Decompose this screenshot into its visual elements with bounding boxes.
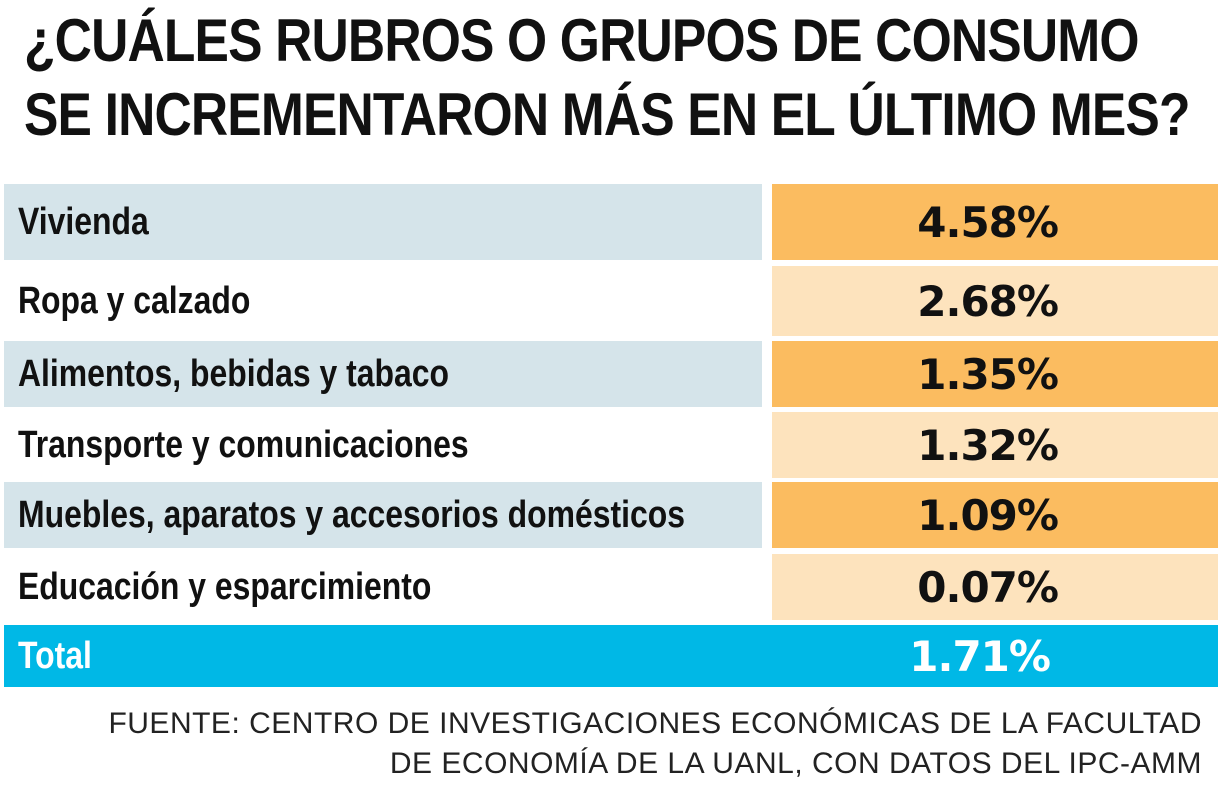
row-label-text: Transporte y comunicaciones [18,423,469,466]
table-row: Alimentos, bebidas y tabaco 1.35% [4,341,1218,407]
table-row: Muebles, aparatos y accesorios doméstico… [4,482,1218,548]
row-label: Transporte y comunicaciones [4,412,762,478]
row-value: 1.35% [772,341,1218,407]
row-label: Alimentos, bebidas y tabaco [4,341,762,407]
row-label: Muebles, aparatos y accesorios doméstico… [4,482,762,548]
row-label-text: Educación y esparcimiento [18,565,432,608]
row-label: Vivienda [4,184,762,260]
total-label-text: Total [18,634,92,677]
row-value: 2.68% [772,266,1218,336]
chart-title-line-2: SE INCREMENTARON MÁS EN EL ÚLTIMO MES? [24,81,1190,148]
row-label-text: Ropa y calzado [18,279,251,322]
row-label-text: Vivienda [18,200,149,243]
row-value: 1.32% [772,412,1218,478]
source-line-1: FUENTE: CENTRO DE INVESTIGACIONES ECONÓM… [108,707,1202,740]
total-label: Total [4,625,762,687]
row-value: 4.58% [772,184,1218,260]
total-value: 1.71% [909,631,1051,681]
table-row: Transporte y comunicaciones 1.32% [4,412,1218,478]
total-row: Total 1.71% [4,625,1218,687]
row-value: 1.09% [772,482,1218,548]
row-label: Ropa y calzado [4,266,762,336]
row-value: 0.07% [772,554,1218,620]
table-row: Vivienda 4.58% [4,184,1218,260]
chart-title-line-1: ¿CUÁLES RUBROS O GRUPOS DE CONSUMO [24,7,1139,74]
source-note: FUENTE: CENTRO DE INVESTIGACIONES ECONÓM… [108,704,1202,784]
row-label-text: Alimentos, bebidas y tabaco [18,352,450,395]
row-label-text: Muebles, aparatos y accesorios doméstico… [18,493,686,536]
table-row: Educación y esparcimiento 0.07% [4,554,1218,620]
table-row: Ropa y calzado 2.68% [4,266,1218,336]
source-line-2: DE ECONOMÍA DE LA UANL, CON DATOS DEL IP… [389,747,1202,780]
row-label: Educación y esparcimiento [4,554,762,620]
chart-title: ¿CUÁLES RUBROS O GRUPOS DE CONSUMO SE IN… [24,4,1190,152]
